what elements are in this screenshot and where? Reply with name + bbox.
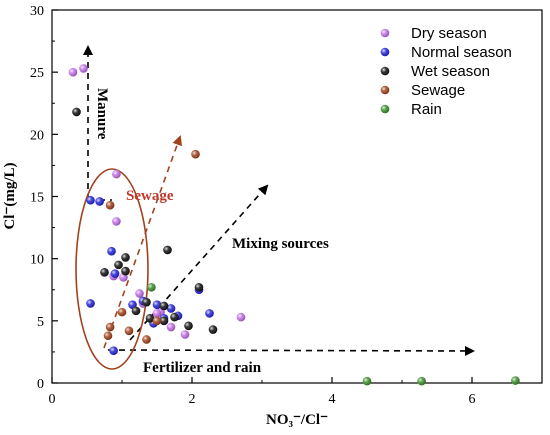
annotation-sewage: Sewage [126,188,174,204]
legend-label: Sewage [411,82,465,99]
point-wet-season [142,297,151,307]
point-normal-season [152,300,162,309]
point-wet-season [121,266,130,276]
point-dry-season [152,309,162,318]
legend-marker [380,104,390,114]
legend: Dry season Normal season Wet season Sewage R… [380,25,512,118]
y-axis-title: Cl⁻(mg/L) [2,162,18,229]
y-tick-label: 20 [30,128,44,143]
x-tick-label: 6 [469,392,476,407]
point-normal-season [95,197,104,206]
point-normal-season [86,299,95,308]
fertilizer-arrow [107,345,475,356]
point-dry-season [180,330,190,339]
point-sewage [124,326,134,336]
legend-item-wet-season: Wet season [380,63,490,80]
y-tick-label: 15 [30,191,44,206]
point-wet-season [159,301,169,311]
point-rain [362,376,372,386]
axis-ticks: 0 2 4 6 0 5 10 15 20 25 30 [30,4,543,407]
point-dry-season [236,312,246,322]
point-normal-season [205,309,214,318]
point-normal-season [166,304,176,313]
legend-item-rain: Rain [380,101,442,118]
point-wet-season [159,316,169,326]
annotation-manure: Manure [94,88,110,140]
point-dry-season [79,64,88,73]
point-dry-season [112,217,121,226]
x-axis-title: NO₃⁻/Cl⁻ [266,412,328,428]
point-wet-season [184,321,193,331]
point-wet-season [131,306,141,316]
point-dry-season [135,289,144,298]
point-sewage [105,322,115,332]
point-sewage [105,200,115,210]
data-points [68,64,520,386]
legend-label: Wet season [411,63,490,80]
legend-item-sewage: Sewage [380,82,465,99]
point-dry-season [68,67,78,77]
annotation-mixing: Mixing sources [232,236,329,252]
point-sewage [142,335,151,344]
point-rain [147,282,156,292]
point-wet-season [72,107,81,117]
point-normal-season [110,269,120,278]
sewage-ellipse [75,168,149,370]
y-tick-label: 5 [37,315,44,330]
point-wet-season [100,268,109,277]
annotation-fertilizer: Fertilizer and rain [143,360,262,376]
y-tick-label: 0 [37,377,44,392]
y-tick-label: 25 [30,66,44,81]
y-tick-label: 10 [30,253,44,268]
point-dry-season [166,322,176,332]
point-sewage [103,331,113,341]
legend-marker [380,28,390,38]
x-tick-label: 4 [329,392,336,407]
legend-label: Normal season [411,44,512,61]
point-sewage [117,307,127,317]
point-normal-season [109,346,118,355]
point-wet-season [121,253,130,262]
point-wet-season [208,325,218,334]
point-normal-season [107,246,116,256]
point-wet-season [194,282,204,292]
point-wet-season [163,245,172,255]
legend-label: Rain [411,101,442,118]
x-tick-label: 0 [49,392,56,407]
point-rain [511,376,520,385]
point-rain [417,376,426,386]
legend-item-dry-season: Dry season [380,25,487,42]
sewage-arrow [103,135,182,349]
legend-marker [380,47,390,57]
legend-label: Dry season [411,25,487,42]
legend-item-normal-season: Normal season [380,44,512,61]
point-sewage [191,149,200,159]
point-dry-season [112,169,121,179]
x-tick-label: 2 [189,392,196,407]
point-sewage [152,316,162,326]
legend-marker [380,85,390,95]
point-wet-season [145,314,155,323]
point-wet-season [114,260,123,270]
legend-marker [380,66,390,76]
point-wet-season [170,312,179,322]
y-tick-label: 30 [30,4,44,19]
point-normal-season [86,195,95,205]
